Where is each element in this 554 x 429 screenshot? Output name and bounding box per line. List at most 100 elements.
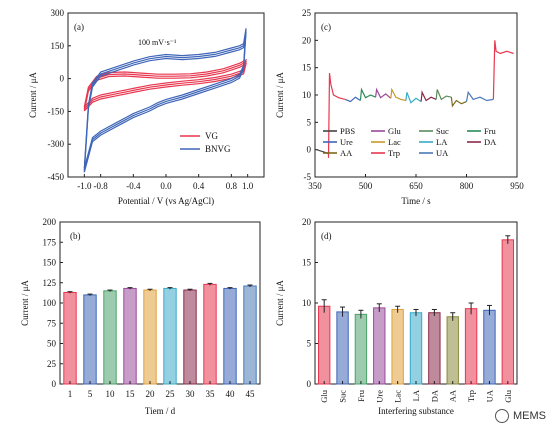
legend-label: Lac xyxy=(388,137,401,147)
legend-label: VG xyxy=(205,131,218,141)
x-tick-label: 0.8 xyxy=(226,181,238,191)
y-tick-label: 10 xyxy=(302,90,312,100)
x-tick-label: 40 xyxy=(226,389,236,399)
series-line-da xyxy=(420,90,437,102)
series-line-ua xyxy=(465,90,494,102)
x-tick-label: 5 xyxy=(88,389,93,399)
x-tick-label: 0.0 xyxy=(160,181,172,191)
series-line-glu xyxy=(375,87,392,99)
x-tick-label: 350 xyxy=(308,181,322,191)
series-line-vg xyxy=(83,58,247,108)
x-tick-label: 1 xyxy=(68,389,73,399)
y-tick-label: 25 xyxy=(302,8,312,18)
x-tick-label: 10 xyxy=(106,389,116,399)
x-tick-label: DA xyxy=(429,389,439,402)
y-tick-label: 15 xyxy=(302,258,312,268)
y-tick-label: 5 xyxy=(307,117,312,127)
panel-label-a: (a) xyxy=(74,22,84,32)
legend-label: Suc xyxy=(436,126,449,136)
bar xyxy=(143,289,157,385)
bar xyxy=(464,308,478,385)
wechat-icon xyxy=(495,409,509,423)
bar xyxy=(183,289,197,385)
x-tick-label: -0.8 xyxy=(94,181,109,191)
x-tick-label: UA xyxy=(484,389,494,402)
panel-label-b: (b) xyxy=(70,231,81,241)
x-tick-label: Glu xyxy=(319,389,329,403)
series-line-bnvg xyxy=(83,32,247,173)
x-tick-label: 650 xyxy=(409,181,423,191)
y-tick-label: -5 xyxy=(304,172,312,182)
bar xyxy=(483,309,496,385)
bar xyxy=(83,294,97,385)
x-tick-label: Suc xyxy=(338,390,348,403)
bar xyxy=(203,283,217,385)
x-tick-label: 1.0 xyxy=(242,181,254,191)
y-axis-label: Current / μA xyxy=(20,280,30,326)
bar xyxy=(317,305,331,385)
x-tick-label: Ure xyxy=(374,390,384,403)
y-axis-label: Current / μA xyxy=(28,72,38,118)
annotation-scan-rate: 100 mV·s⁻¹ xyxy=(138,38,177,47)
x-axis-label: Time / s xyxy=(401,196,431,206)
legend-label: PBS xyxy=(340,126,355,136)
y-axis-label: Current / μA xyxy=(275,280,285,326)
y-tick-label: 75 xyxy=(47,318,57,328)
series-line-suc xyxy=(435,89,452,101)
series-line-bnvg xyxy=(83,30,247,171)
bar xyxy=(223,287,237,385)
y-tick-label: 150 xyxy=(43,258,57,268)
series-line-glu2 xyxy=(492,40,514,100)
legend-label: UA xyxy=(436,148,449,158)
series-line-aa xyxy=(450,97,467,108)
y-tick-label: 100 xyxy=(43,298,57,308)
x-tick-label: -1.0 xyxy=(77,181,92,191)
watermark-text: MEMS xyxy=(513,410,546,422)
series-line-vg xyxy=(83,62,247,112)
y-tick-label: 10 xyxy=(302,298,312,308)
series-line-fru xyxy=(359,87,376,101)
x-tick-label: -0.4 xyxy=(126,181,141,191)
series-line-ure xyxy=(345,96,361,103)
x-tick-label: 500 xyxy=(359,181,373,191)
watermark: MEMS xyxy=(495,409,546,423)
x-tick-label: 0.4 xyxy=(193,181,205,191)
x-tick-label: LA xyxy=(411,389,421,401)
x-tick-label: 800 xyxy=(460,181,474,191)
bar xyxy=(446,316,459,385)
y-tick-label: 20 xyxy=(302,35,312,45)
bar xyxy=(428,312,441,385)
panel-label-d: (d) xyxy=(321,231,332,241)
y-tick-label: 150 xyxy=(51,41,65,51)
y-axis-label: Current / μA xyxy=(275,72,285,118)
y-tick-label: 25 xyxy=(47,359,57,369)
y-tick-label: -150 xyxy=(48,106,65,116)
x-tick-label: 20 xyxy=(146,389,156,399)
bar xyxy=(391,308,404,385)
x-axis-label: Tiem / d xyxy=(145,406,176,416)
bar xyxy=(103,290,117,385)
legend-label: LA xyxy=(436,137,448,147)
bar xyxy=(63,291,77,385)
y-tick-label: -300 xyxy=(48,139,65,149)
bar xyxy=(336,311,349,385)
series-line-lac xyxy=(390,87,407,102)
y-tick-label: 200 xyxy=(43,217,57,227)
x-tick-label: 30 xyxy=(186,389,196,399)
y-tick-label: 0 xyxy=(60,74,65,84)
legend-label: Fru xyxy=(484,126,497,136)
y-tick-label: 175 xyxy=(43,237,57,247)
series-line-bnvg xyxy=(83,28,247,169)
series-line-trp xyxy=(327,73,346,158)
bar xyxy=(501,239,515,385)
y-tick-label: 5 xyxy=(307,339,312,349)
y-tick-label: 20 xyxy=(302,217,312,227)
x-tick-label: 950 xyxy=(510,181,524,191)
y-tick-label: 300 xyxy=(51,8,65,18)
bar xyxy=(409,312,423,385)
legend-label: BNVG xyxy=(205,144,231,154)
bar xyxy=(163,287,177,385)
y-tick-label: 125 xyxy=(43,278,57,288)
legend-label: DA xyxy=(484,137,497,147)
